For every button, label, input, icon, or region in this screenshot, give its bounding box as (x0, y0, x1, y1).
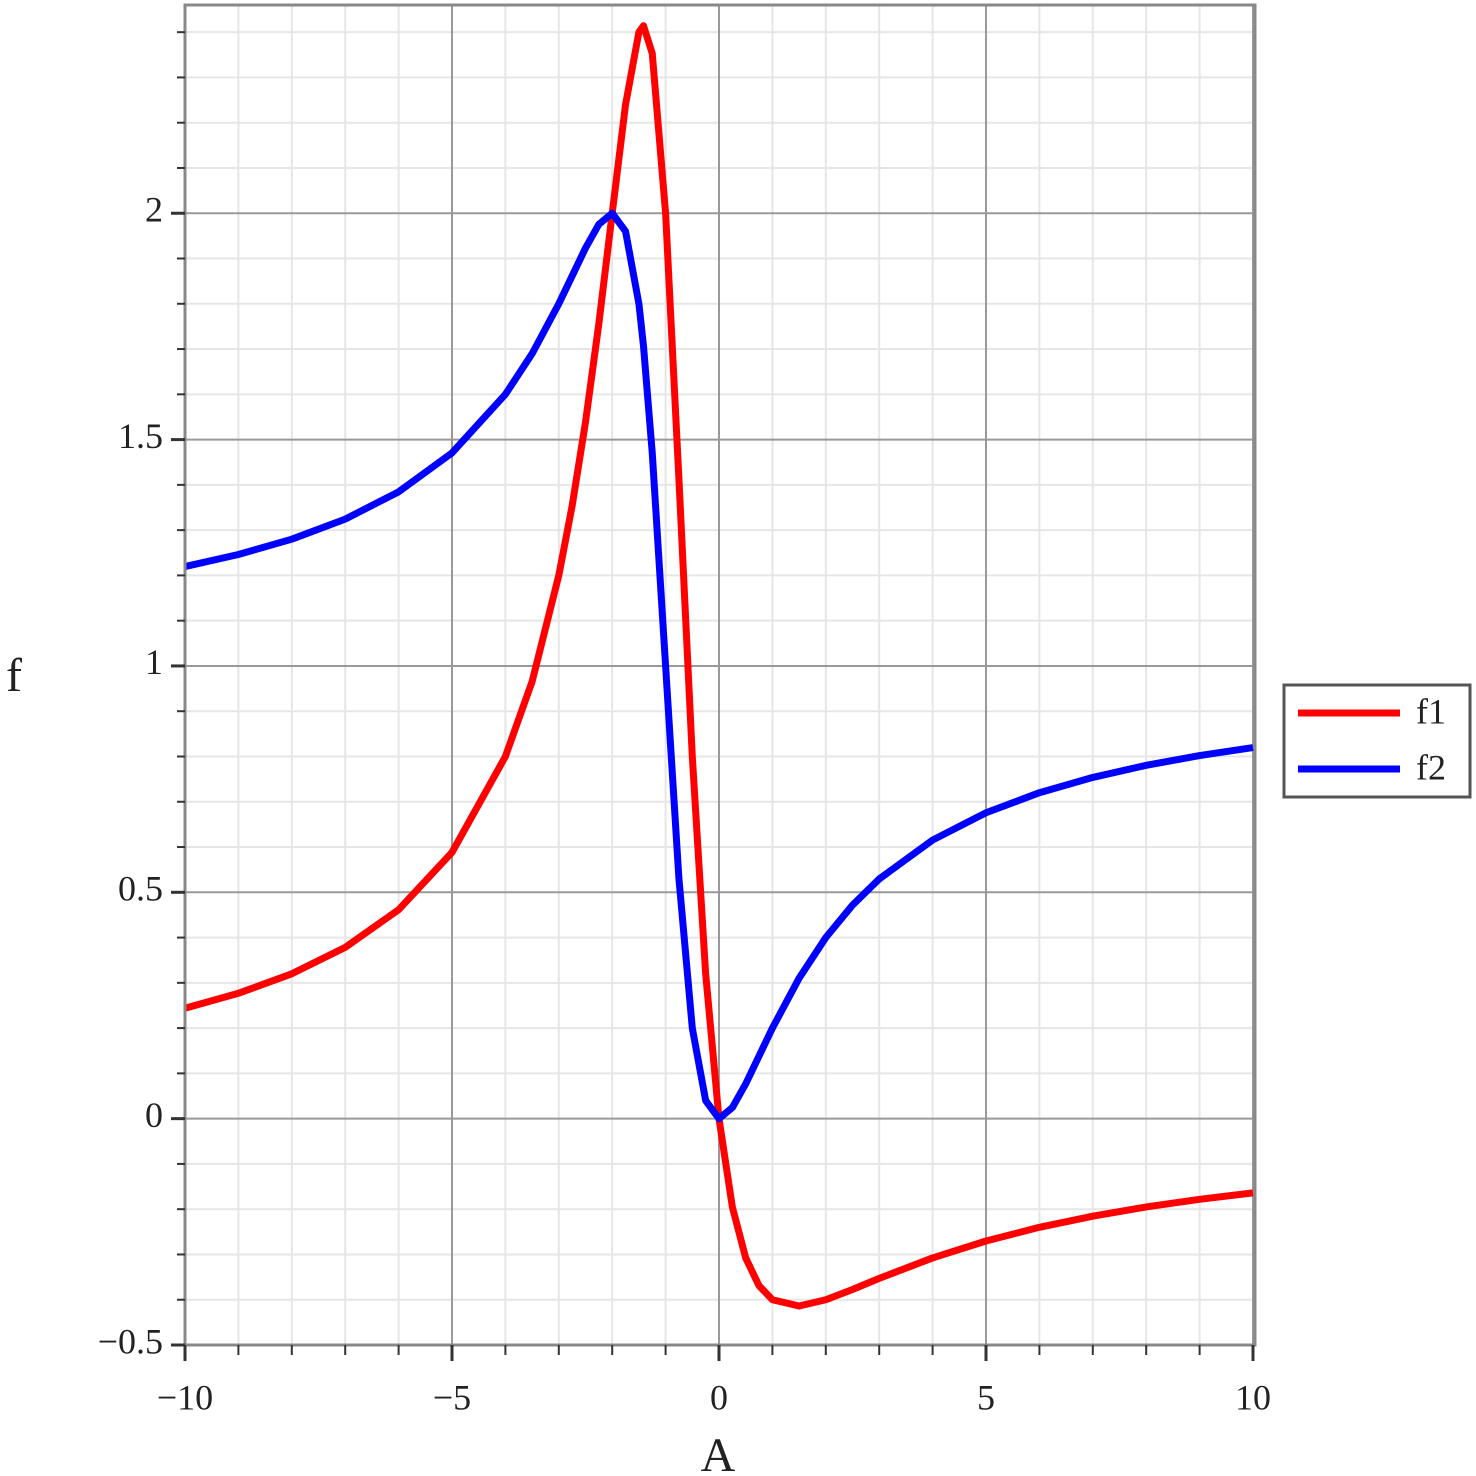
legend-box (1282, 683, 1472, 799)
x-tick-label: 0 (710, 1377, 728, 1417)
plot-lines (184, 22, 1254, 1310)
y-tick-label: 2 (145, 190, 163, 230)
x-tick-label: 10 (1235, 1377, 1271, 1417)
x-axis-label: A (701, 1429, 736, 1476)
y-tick-label: −0.5 (98, 1321, 163, 1361)
series-line (184, 209, 1254, 1123)
legend-label: f1 (1416, 691, 1446, 731)
y-tick-label: 1 (145, 642, 163, 682)
legend-label: f2 (1416, 747, 1446, 787)
x-tick-label: −10 (157, 1377, 213, 1417)
y-tick-label: 0 (145, 1095, 163, 1135)
y-tick-label: 0.5 (118, 869, 163, 909)
series-line (184, 22, 1254, 1310)
x-tick-label: −5 (433, 1377, 471, 1417)
y-axis-label: f (6, 649, 22, 702)
x-tick-label: 5 (977, 1377, 995, 1417)
y-tick-label: 1.5 (118, 416, 163, 456)
